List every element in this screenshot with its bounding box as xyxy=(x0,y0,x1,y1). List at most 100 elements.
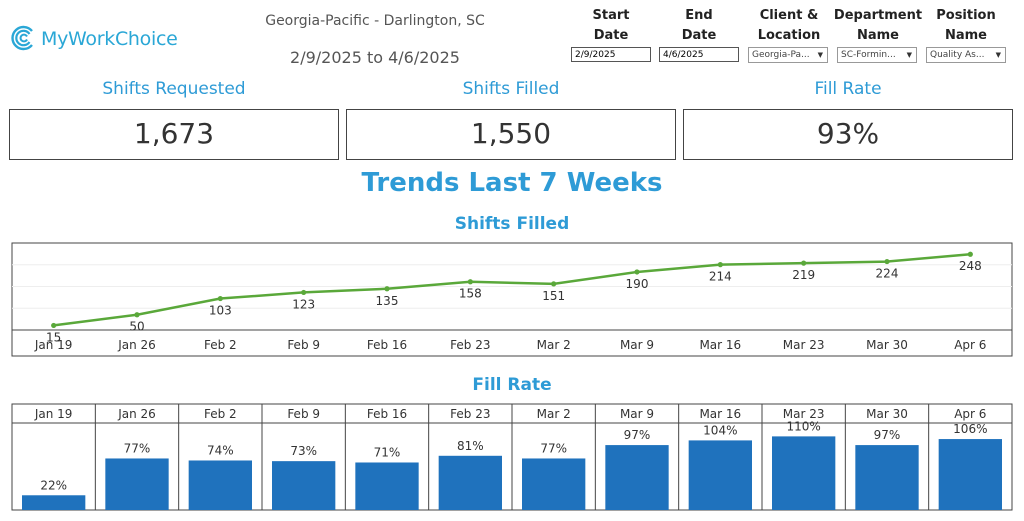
chevron-down-icon: ▼ xyxy=(995,51,1001,59)
x-tick-label: Feb 16 xyxy=(367,407,407,421)
position-select-value: Quality As... xyxy=(930,50,985,60)
data-label: 219 xyxy=(792,268,815,282)
x-tick-label: Jan 26 xyxy=(117,407,156,421)
data-point xyxy=(467,279,473,285)
x-tick-label: Mar 9 xyxy=(620,407,654,421)
x-tick-label: Mar 2 xyxy=(537,338,571,352)
logo-text: MyWorkChoice xyxy=(41,28,178,50)
trends-title: Trends Last 7 Weeks xyxy=(361,168,663,198)
x-tick-label: Jan 26 xyxy=(117,338,156,352)
bar xyxy=(438,455,502,510)
end-date-filter: End Date xyxy=(659,6,739,46)
position-label-1: Position xyxy=(936,8,996,23)
bar xyxy=(355,462,419,510)
kpi-value-shifts-requested: 1,673 xyxy=(9,109,339,160)
bar xyxy=(938,439,1002,510)
data-label: 77% xyxy=(124,441,151,455)
x-tick-label: Feb 23 xyxy=(450,407,490,421)
x-tick-label: Jan 19 xyxy=(34,338,73,352)
department-label-1: Department xyxy=(833,8,923,23)
end-date-label-1: End xyxy=(685,8,713,23)
client-label-2: Location xyxy=(757,28,821,43)
series-line-shifts-filled xyxy=(53,253,971,327)
data-label: 135 xyxy=(376,294,399,308)
data-label: 104% xyxy=(703,423,737,437)
data-label: 106% xyxy=(953,422,987,436)
data-label: 214 xyxy=(709,270,732,284)
data-label: 103 xyxy=(209,304,232,318)
client-select-value: Georgia-Pa... xyxy=(752,50,810,60)
bar xyxy=(772,436,836,510)
department-label-2: Name xyxy=(856,28,899,43)
site-name: Georgia-Pacific - Darlington, SC xyxy=(265,13,485,29)
start-date-input[interactable]: 2/9/2025 xyxy=(571,47,651,62)
x-tick-label: Feb 23 xyxy=(450,338,490,352)
chevron-down-icon: ▼ xyxy=(817,51,823,59)
line-chart-title: Shifts Filled xyxy=(454,214,570,234)
bar xyxy=(688,440,752,510)
x-tick-label: Mar 30 xyxy=(866,407,908,421)
bar xyxy=(855,445,919,510)
data-label: 77% xyxy=(540,441,567,455)
data-label: 71% xyxy=(374,445,401,459)
data-label: 15 xyxy=(46,330,61,344)
data-point xyxy=(967,251,973,257)
bar xyxy=(105,458,169,510)
x-tick-label: Feb 2 xyxy=(204,338,237,352)
position-select[interactable]: Quality As... ▼ xyxy=(926,47,1006,63)
data-point xyxy=(717,262,723,268)
x-tick-label: Feb 2 xyxy=(204,407,237,421)
data-point xyxy=(801,260,807,266)
end-date-label-2: Date xyxy=(681,28,717,43)
end-date-input[interactable]: 4/6/2025 xyxy=(659,47,739,62)
chevron-down-icon: ▼ xyxy=(906,51,912,59)
data-point xyxy=(551,281,557,287)
bar xyxy=(605,445,669,510)
kpi-title-shifts-filled: Shifts Filled xyxy=(462,79,560,99)
x-tick-label: Feb 9 xyxy=(287,338,320,352)
bar xyxy=(522,458,586,510)
bar-chart-title: Fill Rate xyxy=(472,375,552,395)
bar xyxy=(188,460,252,510)
x-tick-label: Feb 16 xyxy=(367,338,407,352)
position-label-2: Name xyxy=(944,28,987,43)
date-range: 2/9/2025 to 4/6/2025 xyxy=(290,48,460,67)
fill-rate-bar-chart: 22% Jan 19 77% Jan 26 74% Feb 2 73% Feb 9 71% Feb… xyxy=(11,403,1013,511)
data-label: 81% xyxy=(457,439,484,453)
bar xyxy=(272,461,336,510)
x-tick-label: Apr 6 xyxy=(954,407,986,421)
bar xyxy=(22,495,86,510)
x-tick-label: Mar 16 xyxy=(699,338,741,352)
x-tick-label: Feb 9 xyxy=(287,407,320,421)
kpi-value-fill-rate: 93% xyxy=(683,109,1013,160)
data-point xyxy=(301,289,307,296)
data-label: 158 xyxy=(459,287,482,301)
data-point xyxy=(384,286,390,292)
x-tick-label: Mar 23 xyxy=(783,338,825,352)
logo: MyWorkChoice xyxy=(10,24,210,58)
data-label: 110% xyxy=(787,419,821,433)
data-label: 224 xyxy=(876,267,899,281)
x-tick-label: Mar 30 xyxy=(866,338,908,352)
data-point xyxy=(217,295,223,302)
data-point xyxy=(884,258,890,265)
line-chart-frame xyxy=(11,242,1013,357)
x-tick-label: Mar 9 xyxy=(620,338,654,352)
position-filter: Position Name xyxy=(926,6,1006,46)
x-tick-label: Mar 2 xyxy=(537,407,571,421)
data-label: 97% xyxy=(874,428,901,442)
logo-icon xyxy=(11,25,33,51)
data-point xyxy=(634,269,640,275)
kpi-value-shifts-filled: 1,550 xyxy=(346,109,676,160)
data-label: 248 xyxy=(959,259,982,273)
client-label-1: Client & xyxy=(759,8,819,23)
data-point xyxy=(51,322,57,329)
x-tick-label: Mar 23 xyxy=(783,407,825,421)
data-point xyxy=(134,312,140,318)
data-label: 73% xyxy=(290,444,317,458)
department-select[interactable]: SC-Formin... ▼ xyxy=(837,47,917,63)
client-select[interactable]: Georgia-Pa... ▼ xyxy=(748,47,828,63)
data-label: 50 xyxy=(129,320,144,334)
data-label: 97% xyxy=(624,428,651,442)
